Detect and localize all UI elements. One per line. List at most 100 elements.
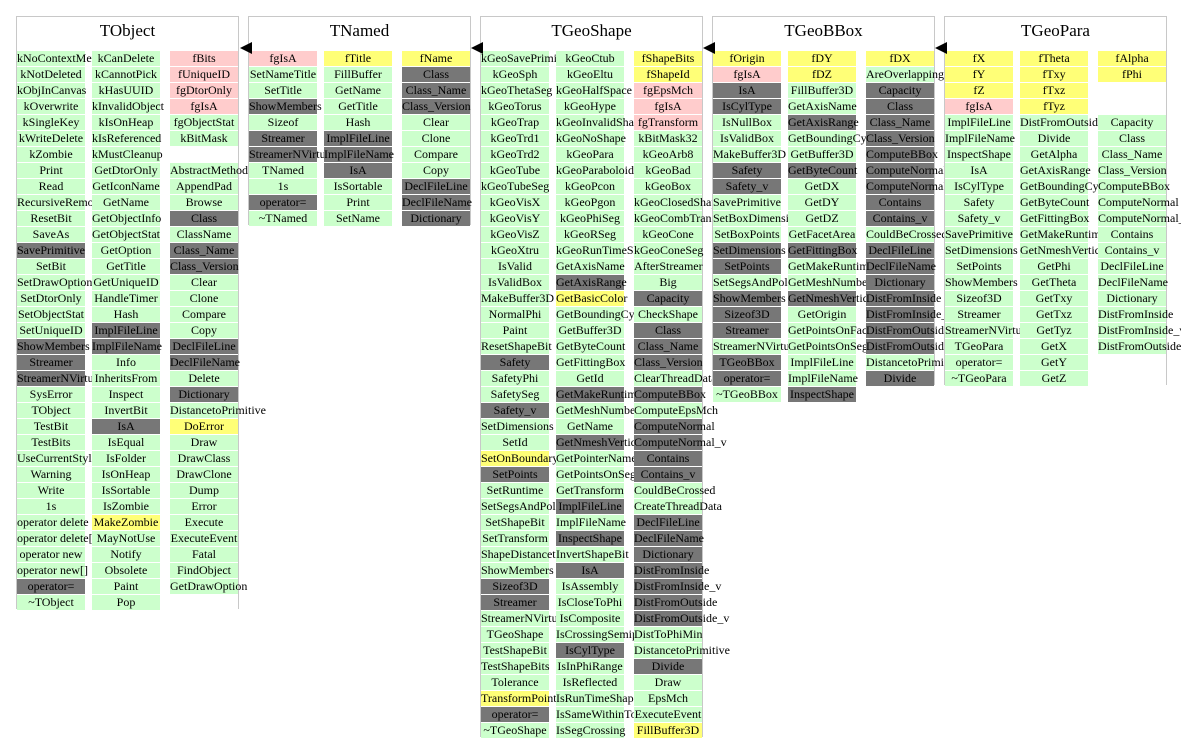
member-safety-v[interactable]: Safety_v: [713, 179, 781, 194]
member-kgeopgon[interactable]: kGeoPgon: [556, 195, 624, 210]
member-fx[interactable]: fX: [945, 51, 1013, 66]
member-testshapebits[interactable]: TestShapeBits: [481, 659, 550, 674]
member-gettheta[interactable]: GetTheta: [1020, 275, 1088, 290]
member-falpha[interactable]: fAlpha: [1098, 51, 1166, 66]
member-gettitle[interactable]: GetTitle: [324, 99, 392, 114]
member-getdtoronly[interactable]: GetDtorOnly: [92, 163, 160, 178]
member-pop[interactable]: Pop: [92, 595, 160, 610]
member-distfrominside-v[interactable]: DistFromInside_v: [634, 579, 722, 594]
member-saveprimitive[interactable]: SavePrimitive: [713, 195, 781, 210]
member-sizeof[interactable]: Sizeof: [249, 115, 317, 130]
member-issortable[interactable]: IsSortable: [92, 483, 160, 498]
member-kgeohalfspace[interactable]: kGeoHalfSpace: [556, 83, 632, 98]
member-getmeshnumbers[interactable]: GetMeshNumbers: [788, 275, 876, 290]
member-kgeoinvalidshape[interactable]: kGeoInvalidShape: [556, 115, 646, 130]
member-getdy[interactable]: GetDY: [788, 195, 856, 210]
member-declfileline[interactable]: DeclFileLine: [170, 339, 238, 354]
member-contains-v[interactable]: Contains_v: [634, 467, 702, 482]
member-getpointsonsegments[interactable]: GetPointsOnSegments: [788, 339, 897, 354]
member-doerror[interactable]: DoError: [170, 419, 238, 434]
member-saveprimitive[interactable]: SavePrimitive: [945, 227, 1013, 242]
member-print[interactable]: Print: [324, 195, 392, 210]
member-capacity[interactable]: Capacity: [866, 83, 934, 98]
member-implfilename[interactable]: ImplFileName: [788, 371, 858, 386]
member-isa[interactable]: IsA: [324, 163, 392, 178]
member-operator[interactable]: operator=: [713, 371, 781, 386]
member-isassembly[interactable]: IsAssembly: [556, 579, 624, 594]
member-computebbox[interactable]: ComputeBBox: [866, 147, 939, 162]
member-getboundingcylinder[interactable]: GetBoundingCylinder: [788, 131, 895, 146]
member-getobjectstat[interactable]: GetObjectStat: [92, 227, 160, 242]
member-isa[interactable]: IsA: [713, 83, 781, 98]
member-implfileline[interactable]: ImplFileLine: [556, 499, 624, 514]
member-implfileline[interactable]: ImplFileLine: [324, 131, 392, 146]
member-ftxz[interactable]: fTxz: [1020, 83, 1088, 98]
member-operator-new[interactable]: operator new: [17, 547, 85, 562]
member-getaxisname[interactable]: GetAxisName: [788, 99, 857, 114]
member-kgeothetaseg[interactable]: kGeoThetaSeg: [481, 83, 553, 98]
member-setpoints[interactable]: SetPoints: [945, 259, 1013, 274]
member-fgisa[interactable]: fgIsA: [945, 99, 1013, 114]
member-saveprimitive[interactable]: SavePrimitive: [17, 243, 85, 258]
member-contains[interactable]: Contains: [866, 195, 934, 210]
member-implfilename[interactable]: ImplFileName: [324, 147, 394, 162]
member-fdx[interactable]: fDX: [866, 51, 934, 66]
member-getuniqueid[interactable]: GetUniqueID: [92, 275, 160, 290]
member-obsolete[interactable]: Obsolete: [92, 563, 160, 578]
member-1s[interactable]: 1s: [249, 179, 317, 194]
member-notify[interactable]: Notify: [92, 547, 160, 562]
member-operator-delete[interactable]: operator delete[]: [17, 531, 97, 546]
member-declfilename[interactable]: DeclFileName: [402, 195, 472, 210]
member-clear[interactable]: Clear: [402, 115, 470, 130]
member-kgeophiseg[interactable]: kGeoPhiSeg: [556, 211, 624, 226]
member-knocontextmenu[interactable]: kNoContextMenu: [17, 51, 104, 66]
member-operator-new[interactable]: operator new[]: [17, 563, 88, 578]
member-kgeobox[interactable]: kGeoBox: [634, 179, 702, 194]
member-class-version[interactable]: Class_Version: [402, 99, 471, 114]
member-distfromoutside-v[interactable]: DistFromOutside_v: [634, 611, 730, 626]
member-getbytecount[interactable]: GetByteCount: [788, 163, 858, 178]
member-ftyz[interactable]: fTyz: [1020, 99, 1088, 114]
member-streamernvirtual[interactable]: StreamerNVirtual: [945, 323, 1031, 338]
member-getaxisrange[interactable]: GetAxisRange: [556, 275, 627, 290]
member-fgisa[interactable]: fgIsA: [634, 99, 702, 114]
member-implfileline[interactable]: ImplFileLine: [788, 355, 856, 370]
member-setbit[interactable]: SetBit: [17, 259, 85, 274]
member-showmembers[interactable]: ShowMembers: [713, 291, 786, 306]
member-clone[interactable]: Clone: [170, 291, 238, 306]
member-dump[interactable]: Dump: [170, 483, 238, 498]
member-setpoints[interactable]: SetPoints: [713, 259, 781, 274]
member-koverwrite[interactable]: kOverwrite: [17, 99, 85, 114]
member-setdrawoption[interactable]: SetDrawOption: [17, 275, 93, 290]
member-maynotuse[interactable]: MayNotUse: [92, 531, 160, 546]
member-kgeotrap[interactable]: kGeoTrap: [481, 115, 549, 130]
member-copy[interactable]: Copy: [170, 323, 238, 338]
member-getorigin[interactable]: GetOrigin: [788, 307, 856, 322]
member-isclosetophi[interactable]: IsCloseToPhi: [556, 595, 624, 610]
member-getx[interactable]: GetX: [1020, 339, 1088, 354]
member-clear[interactable]: Clear: [170, 275, 238, 290]
member-gettxy[interactable]: GetTxy: [1020, 291, 1088, 306]
member-operator[interactable]: operator=: [249, 195, 317, 210]
member-tgeopara[interactable]: ~TGeoPara: [945, 371, 1013, 386]
member-ftitle[interactable]: fTitle: [324, 51, 392, 66]
member-kgeoparaboloid[interactable]: kGeoParaboloid: [556, 163, 634, 178]
member-kbitmask[interactable]: kBitMask: [170, 131, 238, 146]
member-usecurrentstyle[interactable]: UseCurrentStyle: [17, 451, 97, 466]
member-isa[interactable]: IsA: [92, 419, 160, 434]
member-setsegsandpols[interactable]: SetSegsAndPols: [481, 499, 561, 514]
member-kgeocone[interactable]: kGeoCone: [634, 227, 702, 242]
member-recursiveremove[interactable]: RecursiveRemove: [17, 195, 105, 210]
member-setshapebit[interactable]: SetShapeBit: [481, 515, 549, 530]
member-kisreferenced[interactable]: kIsReferenced: [92, 131, 162, 146]
member-streamer[interactable]: Streamer: [945, 307, 1013, 322]
member-fz[interactable]: fZ: [945, 83, 1013, 98]
member-saveas[interactable]: SaveAs: [17, 227, 85, 242]
member-showmembers[interactable]: ShowMembers: [945, 275, 1018, 290]
member-dictionary[interactable]: Dictionary: [402, 211, 470, 226]
member-setname[interactable]: SetName: [324, 211, 392, 226]
member-setdimensions[interactable]: SetDimensions: [481, 419, 554, 434]
member-contains[interactable]: Contains: [1098, 227, 1166, 242]
member-draw[interactable]: Draw: [634, 675, 702, 690]
member-couldbecrossed[interactable]: CouldBeCrossed: [634, 483, 716, 498]
